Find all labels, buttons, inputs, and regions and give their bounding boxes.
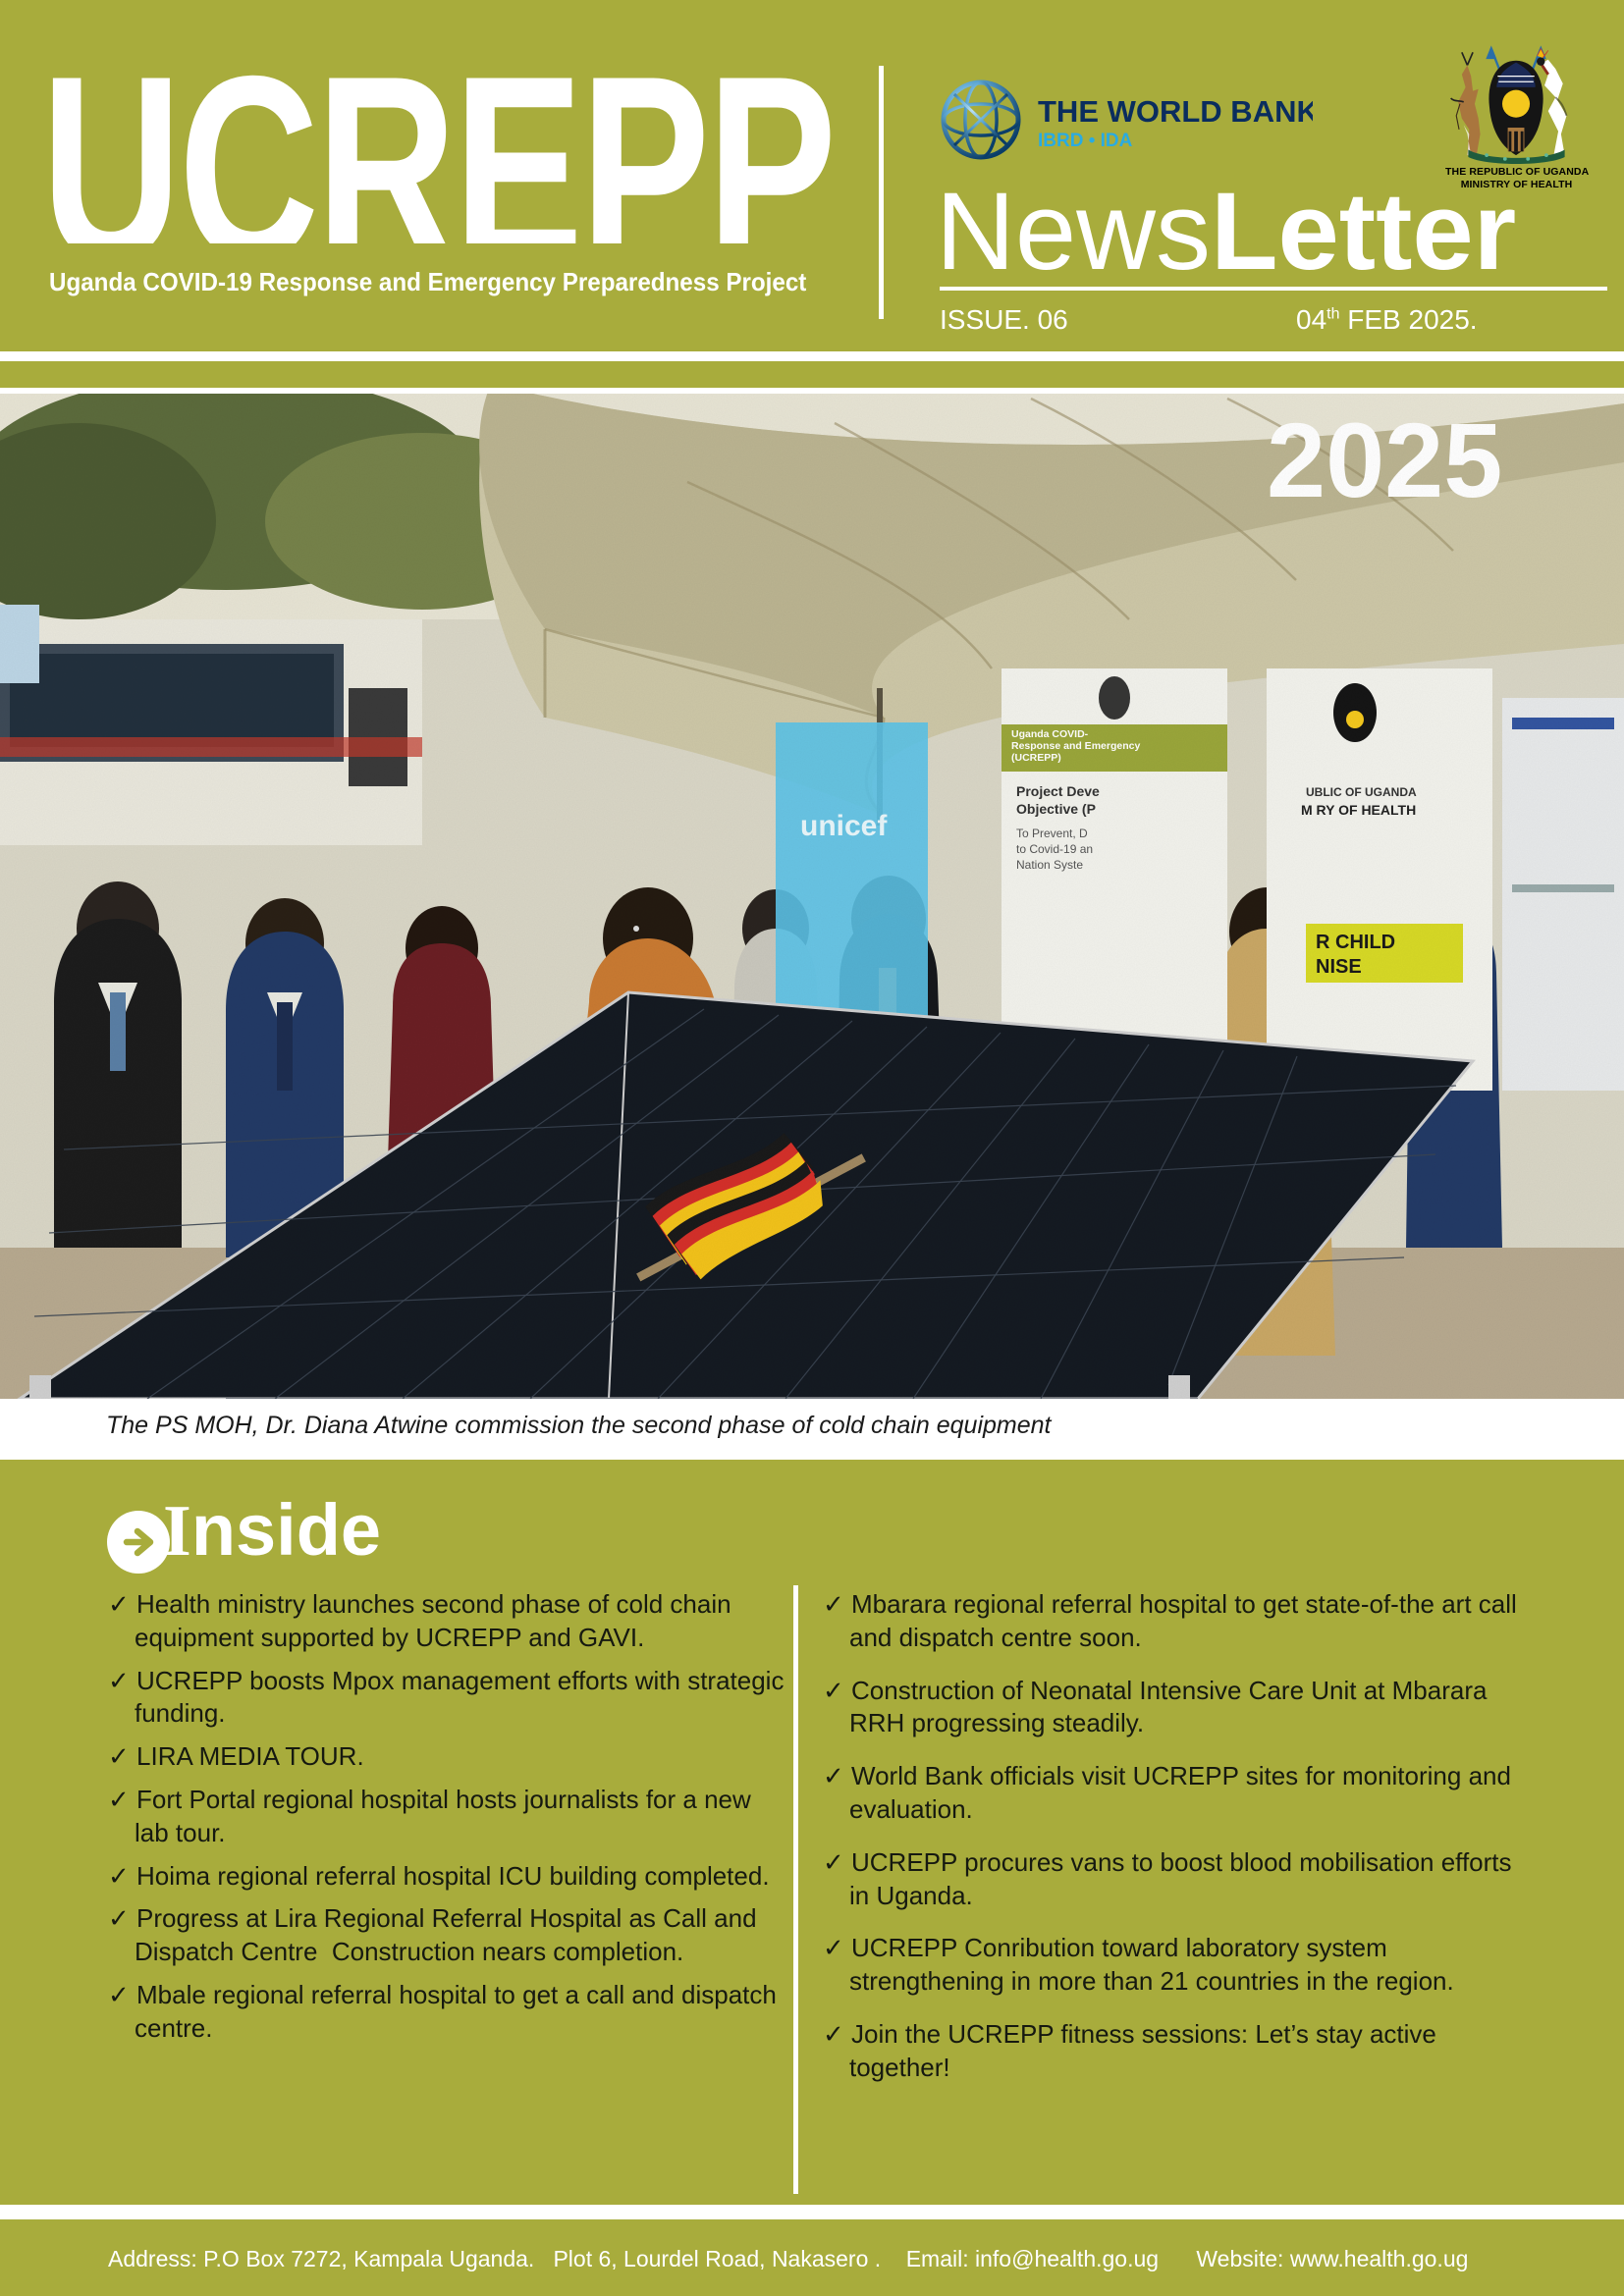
svg-text:IBRD • IDA: IBRD • IDA [1038,131,1133,151]
svg-text:THE WORLD BANK: THE WORLD BANK [1038,94,1313,129]
